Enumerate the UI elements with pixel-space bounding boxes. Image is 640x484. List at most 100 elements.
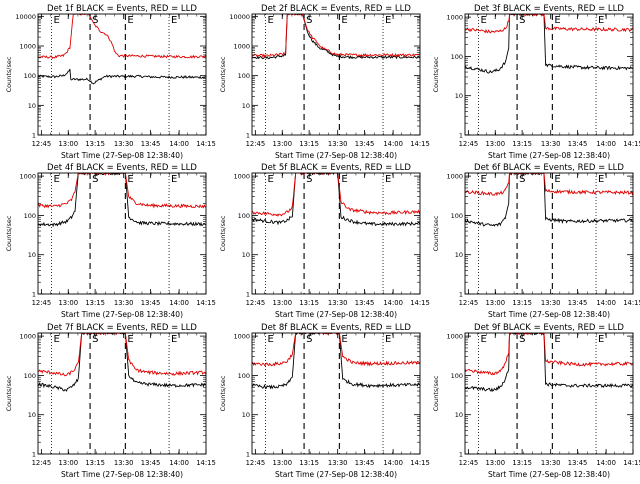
marker-label-1: S — [519, 174, 525, 185]
y-tick-label: 10 — [242, 251, 250, 259]
x-tick-label: 14:15 — [623, 140, 640, 148]
y-tick-label: 1 — [246, 291, 250, 299]
marker-label-2: E — [341, 174, 347, 185]
x-axis-label: Start Time (27-Sep-08 12:38:40) — [488, 310, 610, 319]
x-axis-label: Start Time (27-Sep-08 12:38:40) — [61, 470, 183, 479]
events-series-line — [38, 333, 206, 392]
marker-label-2: E — [127, 174, 133, 185]
x-tick-label: 14:15 — [410, 459, 430, 467]
y-tick-label: 1 — [32, 291, 36, 299]
y-tick-label: 10 — [455, 92, 463, 100]
marker-label-3: E — [598, 15, 604, 26]
events-series-line — [252, 14, 420, 60]
x-tick-label: 14:15 — [623, 459, 640, 467]
lld-series-line — [252, 173, 420, 217]
x-tick-label: 14:00 — [169, 299, 189, 307]
x-axis-label: Start Time (27-Sep-08 12:38:40) — [61, 151, 183, 160]
plot-frame — [37, 172, 207, 295]
x-axis-label: Start Time (27-Sep-08 12:38:40) — [275, 470, 397, 479]
marker-label-1: S — [519, 334, 525, 345]
x-tick-label: 13:30 — [114, 459, 134, 467]
panel-title: Det 4f BLACK = Events, RED = LLD — [47, 163, 197, 173]
marker-label-0: E — [267, 174, 273, 185]
marker-label-0: E — [480, 15, 486, 26]
plot-frame — [251, 332, 421, 455]
marker-label-2: E — [554, 15, 560, 26]
marker-label-0: E — [480, 174, 486, 185]
lld-series-line — [465, 14, 633, 34]
y-tick-label: 1 — [246, 132, 250, 140]
x-tick-label: 14:15 — [196, 140, 216, 148]
panel-title: Det 2f BLACK = Events, RED = LLD — [261, 4, 411, 14]
x-tick-label: 14:00 — [596, 140, 616, 148]
x-tick-label: 13:45 — [568, 299, 588, 307]
marker-label-0: E — [480, 334, 486, 345]
x-axis-label: Start Time (27-Sep-08 12:38:40) — [488, 151, 610, 160]
x-tick-label: 13:15 — [85, 299, 105, 307]
lld-series-line — [252, 14, 420, 59]
plot-frame — [464, 172, 634, 295]
marker-label-2: E — [341, 334, 347, 345]
x-tick-label: 13:30 — [114, 140, 134, 148]
panel-det-9: Det 9f BLACK = Events, RED = LLD Counts/s… — [432, 323, 640, 479]
x-tick-label: 13:45 — [568, 459, 588, 467]
x-tick-label: 13:15 — [85, 140, 105, 148]
y-tick-label: 1000 — [19, 43, 36, 51]
y-tick-label: 1000 — [19, 173, 36, 181]
plot-frame — [464, 332, 634, 455]
x-tick-label: 13:45 — [355, 459, 375, 467]
y-tick-label: 1 — [32, 132, 36, 140]
y-tick-label: 100 — [451, 53, 463, 61]
y-tick-label: 100 — [238, 212, 250, 220]
marker-label-3: E — [171, 15, 177, 26]
x-tick-label: 14:00 — [596, 299, 616, 307]
x-tick-label: 13:00 — [485, 140, 505, 148]
plot-frame — [37, 13, 207, 136]
marker-label-0: E — [267, 334, 273, 345]
y-tick-label: 1000 — [233, 43, 250, 51]
x-tick-label: 12:45 — [32, 299, 52, 307]
events-series-line — [465, 173, 633, 227]
y-axis-label: Counts/sec — [5, 375, 13, 411]
lld-series-line — [38, 173, 206, 209]
events-series-line — [38, 68, 206, 85]
x-tick-label: 14:15 — [410, 299, 430, 307]
x-tick-label: 12:45 — [459, 459, 479, 467]
marker-label-2: E — [127, 334, 133, 345]
y-tick-label: 100 — [24, 212, 36, 220]
y-axis-label: Counts/sec — [219, 215, 227, 251]
x-tick-label: 13:30 — [328, 299, 348, 307]
y-tick-label: 10 — [455, 251, 463, 259]
x-axis-label: Start Time (27-Sep-08 12:38:40) — [275, 310, 397, 319]
x-tick-label: 13:15 — [299, 459, 319, 467]
marker-label-1: S — [92, 15, 98, 26]
marker-label-0: E — [53, 15, 59, 26]
lld-series-line — [38, 333, 206, 377]
y-tick-label: 100 — [451, 372, 463, 380]
marker-label-2: E — [127, 15, 133, 26]
panel-title: Det 3f BLACK = Events, RED = LLD — [474, 4, 624, 14]
plot-frame — [37, 332, 207, 455]
y-tick-label: 10 — [242, 411, 250, 419]
x-axis-label: Start Time (27-Sep-08 12:38:40) — [488, 470, 610, 479]
panel-title: Det 9f BLACK = Events, RED = LLD — [474, 323, 624, 333]
panel-title: Det 6f BLACK = Events, RED = LLD — [474, 163, 624, 173]
events-series-line — [252, 333, 420, 390]
y-axis-label: Counts/sec — [432, 215, 440, 251]
panel-title: Det 8f BLACK = Events, RED = LLD — [261, 323, 411, 333]
x-axis-label: Start Time (27-Sep-08 12:38:40) — [275, 151, 397, 160]
x-tick-label: 13:00 — [272, 140, 292, 148]
y-tick-label: 10 — [28, 411, 36, 419]
x-tick-label: 13:00 — [58, 459, 78, 467]
marker-label-1: S — [92, 334, 98, 345]
marker-label-3: E — [171, 174, 177, 185]
y-tick-label: 10000 — [229, 13, 250, 21]
y-tick-label: 1 — [459, 451, 463, 459]
y-tick-label: 1 — [32, 451, 36, 459]
x-tick-label: 14:00 — [383, 459, 403, 467]
x-tick-label: 13:15 — [299, 140, 319, 148]
x-tick-label: 13:00 — [272, 299, 292, 307]
x-tick-label: 12:45 — [246, 140, 266, 148]
y-tick-label: 100 — [24, 72, 36, 80]
